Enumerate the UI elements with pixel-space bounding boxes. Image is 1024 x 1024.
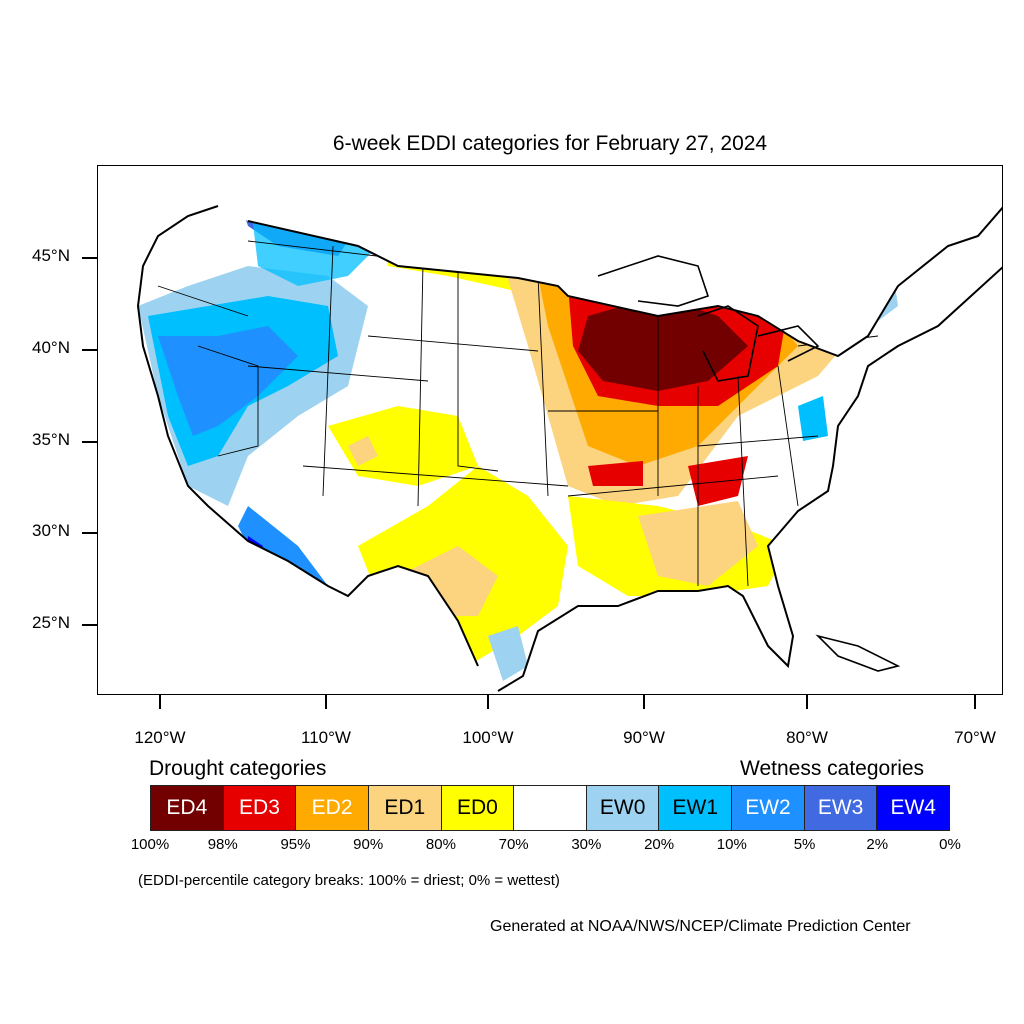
- lon-label-120w: 120°W: [134, 728, 186, 747]
- lat-label-45n: 45°N: [32, 246, 70, 265]
- lat-tick: [82, 624, 97, 626]
- lat-tick: [82, 257, 97, 259]
- lon-tick: [487, 695, 489, 709]
- legend-break-label: 10%: [716, 836, 747, 853]
- legend-break-label: 20%: [644, 836, 675, 853]
- eddi-map: [136, 205, 1002, 692]
- legend-swatch-ew1: EW1: [659, 786, 733, 830]
- lon-label-100w: 100°W: [462, 728, 514, 747]
- lon-tick: [325, 695, 327, 709]
- ed4-northern-michigan: [663, 206, 723, 246]
- credit-line: Generated at NOAA/NWS/NCEP/Climate Predi…: [490, 918, 911, 935]
- ed3-tennessee-region: [688, 456, 748, 506]
- legend-break-label: 95%: [280, 836, 311, 853]
- lon-tick: [806, 695, 808, 709]
- legend-break-label: 5%: [793, 836, 816, 853]
- ew2-northeast-spot: [758, 261, 808, 286]
- legend-swatch-ed0: ED0: [441, 786, 515, 830]
- legend-swatch-ew0: EW0: [586, 786, 660, 830]
- lon-label-70w: 70°W: [954, 728, 996, 747]
- lon-tick: [974, 695, 976, 709]
- legend-swatch-ed2: ED2: [296, 786, 369, 830]
- legend-break-label: 98%: [207, 836, 238, 853]
- legend-break-label: 90%: [353, 836, 384, 853]
- ew2-west-region: [158, 326, 298, 436]
- legend-break-label: 30%: [571, 836, 602, 853]
- legend-break-label: 100%: [130, 836, 170, 853]
- lat-label-40n: 40°N: [32, 338, 70, 357]
- map-title: 6-week EDDI categories for February 27, …: [332, 132, 768, 155]
- ed4-great-lakes-core: [578, 296, 748, 391]
- ew1-chesapeake: [798, 396, 828, 441]
- legend-swatch-neutral: [514, 786, 587, 830]
- legend-swatch-ed4: ED4: [150, 786, 224, 830]
- cuba-outline: [815, 634, 901, 672]
- legend-swatch-ew3: EW3: [804, 786, 878, 830]
- map-panel: [97, 165, 1003, 695]
- legend-break-label: 2%: [866, 836, 889, 853]
- coastline: [136, 205, 1002, 692]
- legend-break-label: 70%: [498, 836, 529, 853]
- state-boundaries: [157, 240, 879, 587]
- wetness-categories-heading: Wetness categories: [740, 757, 925, 780]
- ed0-colorado-region: [328, 406, 478, 486]
- ed1-colorado-patch: [348, 436, 378, 466]
- lon-tick: [643, 695, 645, 709]
- legend-swatch-ew2: EW2: [732, 786, 805, 830]
- lon-label-90w: 90°W: [623, 728, 665, 747]
- lat-label-30n: 30°N: [32, 521, 70, 540]
- lat-tick: [82, 441, 97, 443]
- legend-swatch-ed1: ED1: [368, 786, 442, 830]
- lon-label-110w: 110°W: [301, 728, 351, 747]
- legend-break-label: 80%: [425, 836, 456, 853]
- legend-note: (EDDI-percentile category breaks: 100% =…: [138, 872, 560, 889]
- lat-tick: [82, 532, 97, 534]
- drought-categories-heading: Drought categories: [149, 757, 327, 780]
- great-lakes-outline: [597, 255, 820, 382]
- legend-swatch-ed3: ED3: [223, 786, 297, 830]
- lon-tick: [159, 695, 161, 709]
- legend-swatch-ew4: EW4: [877, 786, 951, 830]
- lat-label-35n: 35°N: [32, 430, 70, 449]
- ed3-southern-missouri: [588, 461, 643, 486]
- lat-label-25n: 25°N: [32, 613, 70, 632]
- legend-color-bar: ED4 ED3 ED2 ED1 ED0 EW0 EW1 EW2 EW3 EW4: [150, 785, 951, 831]
- legend-break-label: 0%: [939, 836, 961, 853]
- lat-tick: [82, 349, 97, 351]
- lon-label-80w: 80°W: [786, 728, 828, 747]
- ew1-texas-coast: [488, 626, 528, 681]
